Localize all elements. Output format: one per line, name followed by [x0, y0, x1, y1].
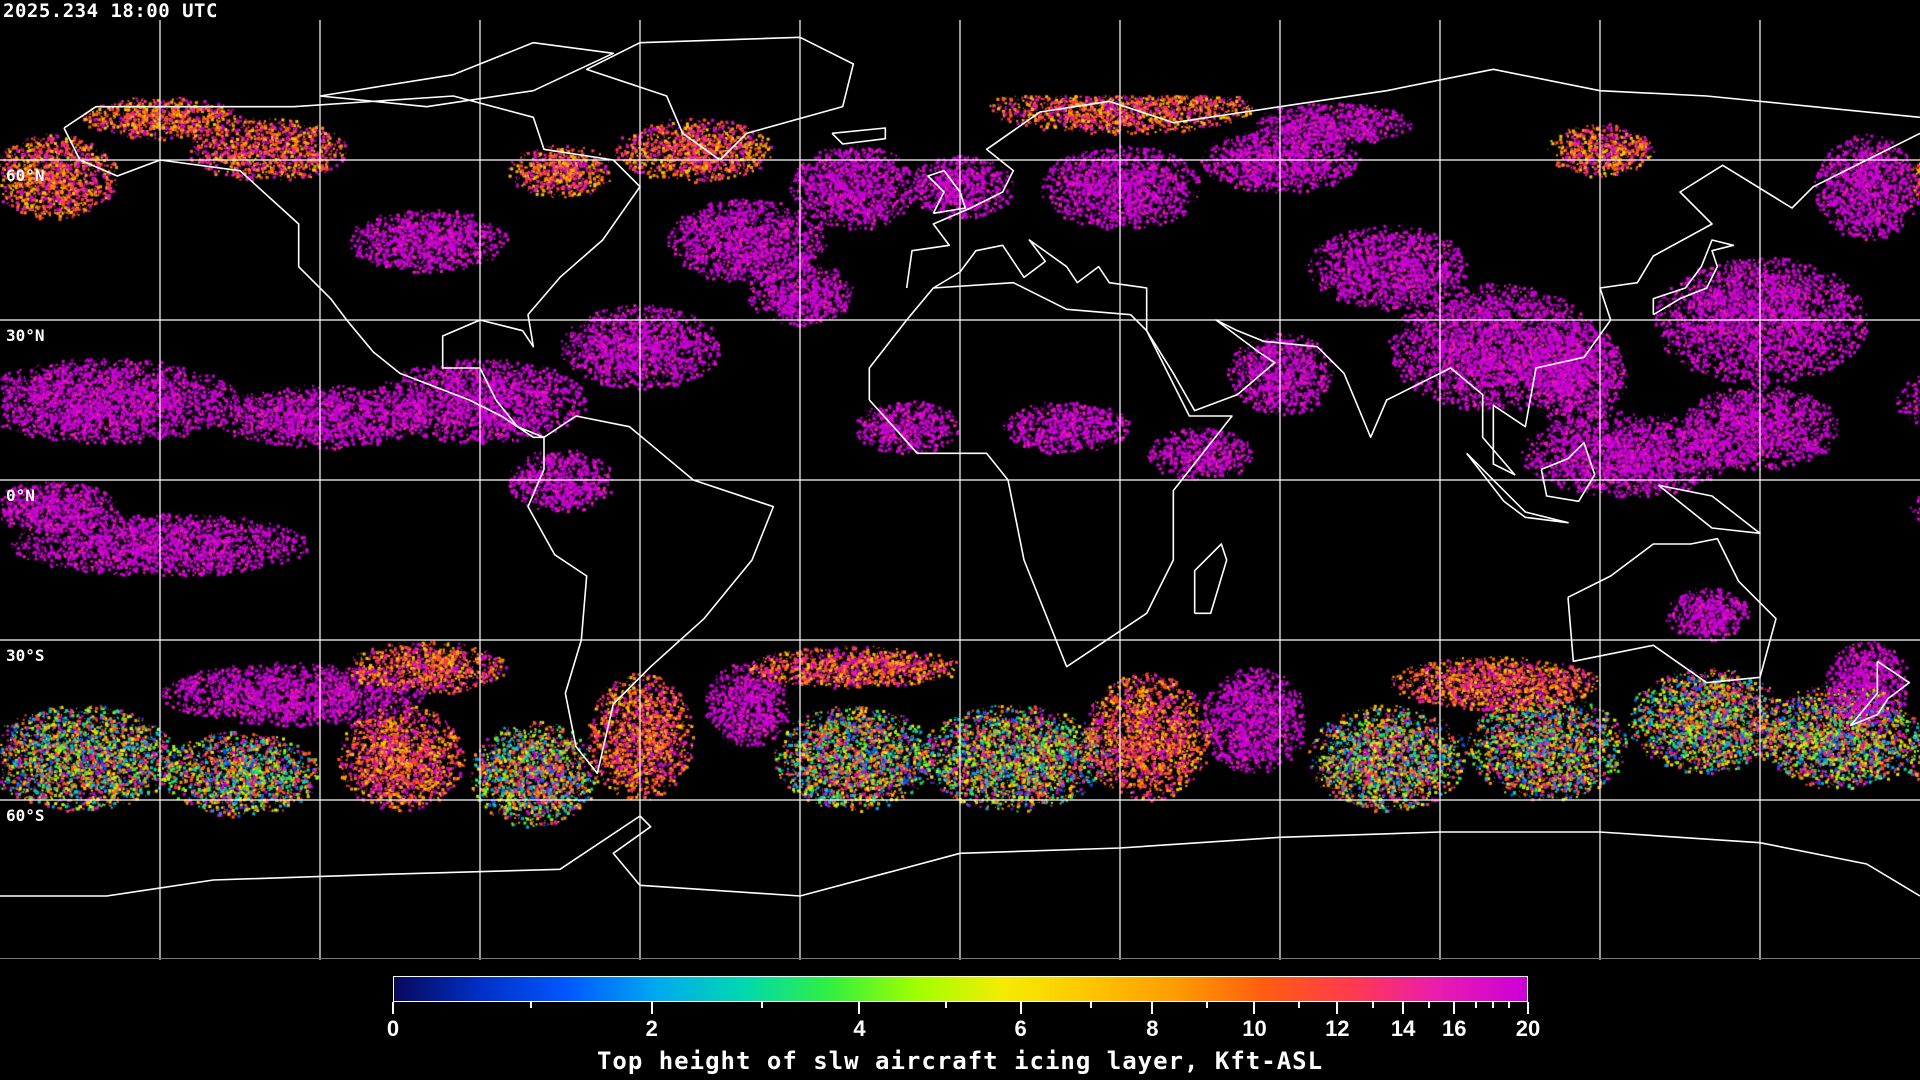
coastline-borneo: [1540, 441, 1596, 503]
colorbar-ticks: 0 2 4 6 8 10 12 14 16 20: [387, 1002, 1540, 1062]
coastline-new-zealand: [1849, 660, 1911, 727]
coastline-eurasia: [905, 68, 1920, 289]
coastline-greenland: [585, 36, 855, 161]
latitude-label: 30°N: [6, 326, 45, 345]
timestamp: 2025.234 18:00 UTC: [3, 0, 218, 22]
colorbar-minor-tick: [1507, 1002, 1510, 1008]
coastline-japan: [1652, 239, 1735, 316]
colorbar-major-tick: [1336, 1002, 1339, 1014]
colorbar: [393, 976, 1528, 1002]
coastline-new-guinea: [1658, 484, 1761, 535]
colorbar-minor-tick: [1090, 1002, 1093, 1008]
colorbar-minor-tick: [1491, 1002, 1494, 1008]
colorbar-major-tick: [1527, 1002, 1529, 1014]
colorbar-tick-label: 14: [1390, 1016, 1416, 1041]
colorbar-major-tick: [650, 1002, 653, 1014]
colorbar-major-tick: [1402, 1002, 1405, 1014]
latitude-label: 30°S: [6, 646, 45, 665]
coastline-south-america: [527, 415, 775, 775]
colorbar-minor-tick: [944, 1002, 947, 1008]
colorbar-tick-label: 20: [1515, 1016, 1541, 1041]
map-overlay: [0, 20, 1920, 960]
colorbar-tick-label: 6: [1014, 1016, 1027, 1041]
latitude-label: 0°N: [6, 486, 35, 505]
latitude-label: 60°S: [6, 806, 45, 825]
coastline-great-britain: [927, 169, 967, 215]
colorbar-major-tick: [1151, 1002, 1154, 1014]
colorbar-major-tick: [858, 1002, 861, 1014]
colorbar-tick-label: 8: [1146, 1016, 1159, 1041]
coastline-africa: [868, 281, 1233, 668]
coastline-madagascar: [1193, 543, 1228, 615]
colorbar-tick-label: 16: [1441, 1016, 1467, 1041]
colorbar-tick-label: 4: [853, 1016, 866, 1041]
coastline-antarctica: [0, 815, 1920, 897]
colorbar-major-tick: [1253, 1002, 1256, 1014]
coastline-north-america: [63, 95, 641, 439]
colorbar-major-tick: [1453, 1002, 1456, 1014]
coastline-australia: [1567, 537, 1777, 684]
map-border: [0, 958, 1920, 959]
colorbar-title: Top height of slw aircraft icing layer, …: [596, 1047, 1324, 1075]
world-map: [0, 0, 1920, 960]
colorbar-minor-tick: [1371, 1002, 1374, 1008]
coastline-asia-east: [932, 132, 1920, 476]
colorbar-tick-label: 12: [1325, 1016, 1350, 1041]
colorbar-minor-tick: [530, 1002, 533, 1008]
colorbar-minor-tick: [1428, 1002, 1431, 1008]
colorbar-minor-tick: [1205, 1002, 1208, 1008]
coastline-arctic-islands: [319, 41, 615, 108]
colorbar-minor-tick: [1297, 1002, 1300, 1008]
colorbar-tick-label: 2: [645, 1016, 658, 1041]
colorbar-minor-tick: [1474, 1002, 1477, 1008]
latitude-label: 60°N: [6, 166, 45, 185]
colorbar-major-tick: [1019, 1002, 1022, 1014]
colorbar-minor-tick: [760, 1002, 763, 1008]
colorbar-tick-label: 10: [1242, 1016, 1267, 1041]
coastline-sumatra-java: [1466, 452, 1569, 524]
colorbar-tick-label: 0: [386, 1016, 400, 1041]
coastline-iceland: [831, 127, 887, 145]
colorbar-major-tick: [392, 1002, 394, 1014]
